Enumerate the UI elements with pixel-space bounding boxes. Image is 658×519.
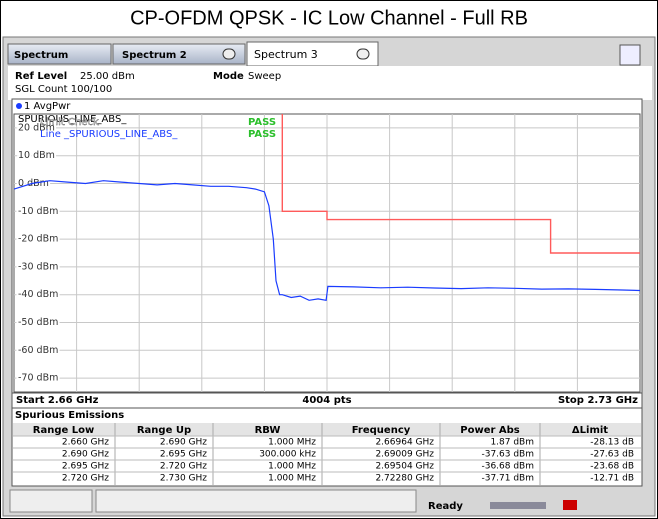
softkey[interactable] xyxy=(95,489,417,513)
table-cell: 2.72280 GHz xyxy=(375,474,434,484)
mode: Sweep xyxy=(248,71,281,82)
ref-level-label: Ref Level xyxy=(15,71,67,82)
table-cell: 1.000 MHz xyxy=(268,474,316,484)
table-cell: -23.68 dB xyxy=(590,462,634,472)
y-tick-label: -70 dBm xyxy=(18,373,58,384)
y-tick-label: 10 dBm xyxy=(18,150,55,161)
softkey[interactable] xyxy=(9,489,93,513)
status-icon xyxy=(563,500,577,510)
column-header: Power Abs xyxy=(460,425,520,436)
table-cell: 2.695 GHz xyxy=(160,450,207,460)
trace-label: 1 AvgPwr xyxy=(24,101,71,112)
sgl-count: SGL Count 100/100 xyxy=(15,84,112,95)
table-title: Spurious Emissions xyxy=(15,410,124,421)
close-icon[interactable] xyxy=(356,48,370,60)
y-tick-label: -20 dBm xyxy=(18,234,58,245)
y-tick-label: -50 dBm xyxy=(18,317,58,328)
tab[interactable] xyxy=(7,43,112,65)
table-cell: 1.000 MHz xyxy=(268,462,316,472)
trace xyxy=(14,180,640,301)
table-cell: 2.720 GHz xyxy=(62,474,109,484)
trace xyxy=(281,114,640,254)
close-icon[interactable] xyxy=(222,48,236,60)
table-cell: 2.690 GHz xyxy=(160,438,207,448)
table-cell: -27.63 dB xyxy=(590,450,634,460)
y-tick-label: -40 dBm xyxy=(18,289,58,300)
tab-label: Spectrum 2 xyxy=(122,50,187,61)
table-cell: 2.720 GHz xyxy=(160,462,207,472)
column-header: ΔLimit xyxy=(572,425,608,436)
menu-icon[interactable] xyxy=(619,44,641,66)
column-header: RBW xyxy=(255,425,281,436)
mode-label: Mode xyxy=(213,71,244,82)
table-cell: 1.000 MHz xyxy=(268,438,316,448)
table-cell: 300.000 kHz xyxy=(259,450,316,460)
line-check-label: Line _SPURIOUS_LINE_ABS_ xyxy=(40,129,178,140)
tab[interactable] xyxy=(112,43,246,65)
progress xyxy=(490,502,546,509)
table-cell: 1.87 dBm xyxy=(490,438,534,448)
line-check-result: PASS xyxy=(248,129,276,140)
start-label: Start 2.66 GHz xyxy=(16,395,99,406)
limit-check-result: PASS xyxy=(248,117,276,128)
table-cell: -36.68 dBm xyxy=(481,462,534,472)
table-cell: 2.69009 GHz xyxy=(375,450,434,460)
info-panel xyxy=(8,66,652,100)
table-header xyxy=(13,423,641,436)
limit-check-label: Limit Check xyxy=(40,117,99,128)
table-cell: -12.71 dB xyxy=(590,474,634,484)
column-header: Range Low xyxy=(33,425,94,436)
stop-label: Stop 2.73 GHz xyxy=(558,395,638,406)
table-cell: 2.690 GHz xyxy=(62,450,109,460)
tab-label: Spectrum xyxy=(14,50,68,61)
ref-level: 25.00 dBm xyxy=(80,71,135,82)
table-cell: 2.660 GHz xyxy=(62,438,109,448)
column-header: Range Up xyxy=(137,425,191,436)
tab-label: Spectrum 3 xyxy=(254,48,318,61)
y-tick-label: 20 dBm xyxy=(18,122,55,133)
column-header: Frequency xyxy=(352,425,411,436)
table-cell: -37.63 dBm xyxy=(481,450,534,460)
table-cell: 2.69504 GHz xyxy=(375,462,434,472)
legend-entry: SPURIOUS_LINE_ABS_ xyxy=(18,114,127,125)
y-tick-label: -60 dBm xyxy=(18,345,58,356)
status: Ready xyxy=(428,501,463,512)
table-cell: 2.66964 GHz xyxy=(375,438,434,448)
table-panel xyxy=(11,407,643,487)
points-label: 4004 pts xyxy=(302,395,351,406)
table-cell: -37.71 dBm xyxy=(481,474,534,484)
table-cell: -28.13 dB xyxy=(590,438,634,448)
trace-dot xyxy=(16,103,22,109)
title: CP-OFDM QPSK - IC Low Channel - Full RB xyxy=(130,7,528,29)
table-cell: 2.695 GHz xyxy=(62,462,109,472)
table-cell: 2.730 GHz xyxy=(160,474,207,484)
y-tick-label: -30 dBm xyxy=(18,261,58,272)
y-tick-label: -10 dBm xyxy=(18,206,58,217)
tab-active[interactable] xyxy=(246,41,379,67)
